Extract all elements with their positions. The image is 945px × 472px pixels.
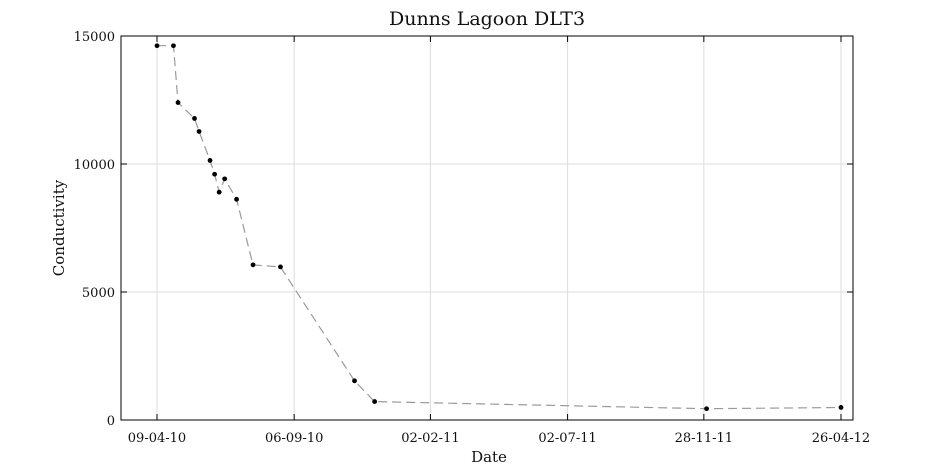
y-tick-label: 15000 xyxy=(74,30,115,45)
data-point xyxy=(704,406,709,412)
data-points xyxy=(154,43,844,412)
grid xyxy=(121,36,853,420)
data-point xyxy=(207,158,213,163)
data-point xyxy=(838,405,844,410)
data-point xyxy=(212,171,218,177)
plot-frame xyxy=(120,35,854,421)
x-tick-label: 02-02-11 xyxy=(401,431,459,446)
data-point xyxy=(175,100,181,105)
chart-title: Dunns Lagoon DLT3 xyxy=(389,8,585,30)
y-tick-label: 5000 xyxy=(82,286,115,301)
data-point xyxy=(154,43,160,49)
series-line-0 xyxy=(157,45,842,410)
y-tick-label: 0 xyxy=(107,414,115,429)
x-tick-label: 09-04-10 xyxy=(128,431,186,446)
data-point xyxy=(192,116,197,121)
x-tick-labels: 09-04-10 06-09-10 02-02-11 02-07-11 28-11-11… xyxy=(128,431,870,446)
y-tick-label: 10000 xyxy=(74,158,115,173)
x-tick-label: 06-09-10 xyxy=(265,431,323,446)
data-point xyxy=(250,262,256,268)
data-point xyxy=(372,399,378,404)
y-axis-label: Conductivity xyxy=(50,179,68,276)
x-tick-label: 28-11-11 xyxy=(675,431,733,446)
data-point xyxy=(352,378,357,384)
data-point xyxy=(234,196,239,202)
y-tick-labels: 0 5000 10000 15000 xyxy=(74,30,115,429)
data-point xyxy=(278,264,283,270)
x-axis-label: Date xyxy=(471,448,507,466)
x-tick-label: 26-04-12 xyxy=(812,431,870,446)
data-point xyxy=(171,43,176,49)
x-tick-label: 02-07-11 xyxy=(538,431,596,446)
data-point xyxy=(196,129,202,134)
data-point xyxy=(222,176,228,182)
axis-ticks xyxy=(121,35,853,421)
series-line xyxy=(157,45,842,410)
data-point xyxy=(216,189,222,195)
